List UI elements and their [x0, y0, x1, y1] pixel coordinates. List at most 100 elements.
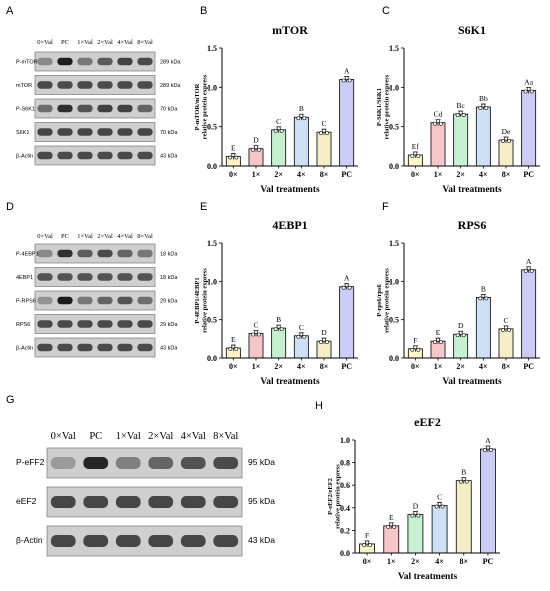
x-axis-label: Val treatments — [260, 185, 320, 195]
data-point — [526, 266, 531, 271]
data-point — [228, 155, 233, 160]
lane-label: PC — [61, 39, 69, 46]
x-tick-label: 1× — [387, 557, 396, 566]
band — [57, 151, 73, 160]
data-point — [302, 334, 307, 339]
band — [77, 249, 93, 258]
molecular-weight-label: 95 kDa — [248, 496, 275, 506]
data-point — [410, 347, 415, 352]
band — [180, 535, 206, 547]
bar-1 — [383, 525, 400, 554]
y-axis-label: P-eEF2/eEF2relative protein express — [327, 464, 342, 529]
bar-4 — [431, 505, 448, 554]
x-tick-label: 0× — [229, 362, 238, 371]
y-tick-label: 0.0 — [207, 162, 217, 171]
band — [77, 273, 93, 281]
data-point — [279, 128, 284, 133]
band — [97, 343, 113, 352]
x-tick-label: PC — [523, 362, 534, 371]
data-point — [433, 340, 437, 345]
protein-label: P-RPS6 — [16, 299, 36, 305]
data-point — [251, 147, 255, 152]
molecular-weight-label: 95 kDa — [248, 457, 275, 467]
y-tick-label: 0.0 — [389, 162, 399, 171]
data-point — [296, 334, 301, 339]
bar-pc — [339, 79, 355, 167]
data-point — [344, 76, 349, 80]
band — [180, 496, 206, 508]
x-tick-label: 2× — [456, 170, 465, 179]
data-point — [483, 448, 487, 452]
band — [115, 535, 141, 547]
protein-label: 4EBP1 — [16, 275, 33, 281]
band — [77, 57, 93, 66]
band — [117, 81, 133, 89]
y-axis-label: P-rps6/rps6relative protein express — [376, 268, 391, 333]
x-axis-label: Val treatments — [260, 377, 320, 387]
western-blot-d: 0×Val PC 1×Val 2×Val 4×Val 8×Val P-4EBP1 18 kDa… — [16, 233, 178, 358]
data-point — [504, 136, 508, 141]
band — [83, 496, 109, 508]
data-point — [368, 543, 372, 547]
data-point — [507, 327, 511, 332]
significance-letter: C — [437, 493, 442, 502]
bar-1 — [430, 122, 446, 167]
data-point — [344, 283, 349, 288]
band — [57, 81, 73, 89]
molecular-weight-label: 43 kDa — [248, 535, 275, 545]
y-tick-label: 1.5 — [207, 44, 217, 53]
blot-strip — [34, 122, 156, 142]
band — [57, 320, 73, 328]
x-tick-label: 2× — [274, 362, 283, 371]
data-point — [276, 126, 281, 131]
protein-label: RPS6 — [16, 322, 30, 328]
lane-label: 1×Val — [77, 233, 93, 240]
significance-letter: F — [413, 336, 417, 345]
lane-label: 2×Val — [148, 431, 173, 442]
data-point — [347, 285, 352, 290]
blot-strip — [34, 267, 156, 287]
data-point — [489, 448, 493, 452]
x-tick-label: 8× — [502, 170, 511, 179]
band — [97, 104, 113, 113]
chart-title: S6K1 — [458, 23, 486, 37]
x-tick-label: 8× — [502, 362, 511, 371]
data-point — [464, 479, 469, 484]
y-tick-label: 0.4 — [340, 504, 350, 513]
protein-label: eEF2 — [16, 496, 37, 506]
data-point — [341, 78, 346, 83]
x-tick-label: 1× — [252, 170, 261, 179]
data-point — [322, 128, 326, 133]
molecular-weight-label: 43 kDa — [160, 346, 178, 352]
protein-label: P-4EBP1 — [16, 252, 39, 258]
x-tick-label: 1× — [434, 362, 443, 371]
band — [137, 57, 153, 66]
chart-title: RPS6 — [458, 218, 487, 232]
lane-label: 2×Val — [97, 39, 113, 46]
data-point — [389, 522, 394, 527]
bar-2 — [271, 129, 287, 167]
data-point — [231, 153, 236, 157]
x-tick-label: 0× — [229, 170, 238, 179]
band — [97, 151, 113, 160]
data-point — [478, 106, 483, 110]
blot-strip — [34, 75, 156, 95]
molecular-weight-label: 29 kDa — [160, 322, 178, 328]
band — [50, 457, 76, 469]
band — [97, 273, 113, 281]
data-point — [416, 154, 421, 158]
y-tick-label: 1.5 — [207, 239, 217, 248]
data-point — [458, 110, 463, 115]
blot-strip — [46, 486, 243, 518]
band — [77, 128, 93, 136]
bar-pc — [521, 90, 537, 167]
data-point — [392, 524, 397, 529]
bar-chart-mtor: mTOR E 0× D 1× C 2× B 4× C 8× A PC 0.0 0.5 1.0 1.5 P-mTOR… — [194, 23, 358, 195]
data-point — [458, 330, 463, 335]
panel-letter-f: F — [382, 201, 389, 213]
panel-letter-b: B — [200, 5, 207, 17]
panel-letter-d: D — [6, 201, 14, 213]
x-tick-label: 2× — [274, 170, 283, 179]
chart-title: 4EBP1 — [272, 218, 307, 232]
x-tick-label: 0× — [411, 170, 420, 179]
